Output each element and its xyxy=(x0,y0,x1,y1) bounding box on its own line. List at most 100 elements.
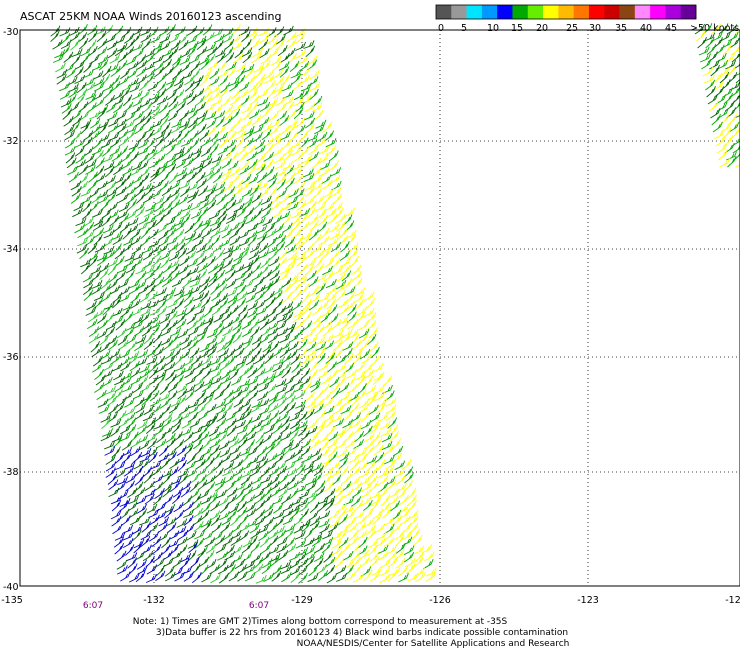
wind-barb xyxy=(282,222,293,233)
wind-barb xyxy=(269,118,281,129)
wind-barb xyxy=(225,480,236,492)
wind-barb xyxy=(249,185,260,197)
wind-barb xyxy=(268,395,278,407)
wind-barb xyxy=(228,438,240,449)
wind-barb xyxy=(216,194,227,206)
wind-barb xyxy=(336,289,346,301)
wind-barb xyxy=(60,39,72,50)
wind-barb xyxy=(275,378,287,388)
wind-barb xyxy=(87,45,98,57)
wind-barb xyxy=(279,265,291,275)
wind-barb xyxy=(206,199,217,211)
wind-barb xyxy=(331,474,342,486)
wind-barb xyxy=(332,329,344,339)
wind-barb xyxy=(271,347,283,358)
wind-barb xyxy=(715,53,727,63)
wind-barb xyxy=(731,52,740,63)
wind-barb xyxy=(315,119,327,129)
wind-barb xyxy=(297,263,308,275)
wind-barb xyxy=(220,369,231,380)
wind-barb xyxy=(124,252,136,262)
wind-barb xyxy=(360,556,370,568)
wind-barb xyxy=(340,474,352,485)
wind-barb xyxy=(111,446,121,458)
wind-barb xyxy=(143,472,154,484)
wind-barb xyxy=(255,500,266,512)
wind-barb xyxy=(132,451,143,464)
wind-barb xyxy=(270,416,281,428)
wind-barb xyxy=(59,90,71,100)
wind-barb xyxy=(221,158,232,169)
colorbar-label: 40 xyxy=(640,23,652,34)
wind-barb xyxy=(293,307,305,318)
wind-barb xyxy=(241,551,253,563)
wind-barb xyxy=(229,235,241,246)
wind-barb xyxy=(269,556,280,567)
wind-barb xyxy=(280,416,291,428)
wind-barb xyxy=(230,385,242,395)
wind-barb xyxy=(291,228,302,239)
wind-barb xyxy=(222,326,233,337)
wind-barb xyxy=(119,292,131,303)
wind-barb xyxy=(273,357,285,367)
wind-barb xyxy=(115,468,126,479)
wind-barb xyxy=(295,49,307,59)
wind-barb xyxy=(96,30,107,43)
wind-barb xyxy=(298,347,308,360)
wind-barb xyxy=(60,33,71,45)
wind-barb xyxy=(205,543,217,554)
wind-barb xyxy=(272,495,283,505)
wind-barb xyxy=(104,385,116,395)
wind-barb xyxy=(105,320,117,331)
wind-barb xyxy=(215,116,225,128)
wind-barb xyxy=(257,180,269,190)
wind-barb xyxy=(116,410,127,422)
wind-barb xyxy=(252,47,264,58)
wind-barb xyxy=(232,179,243,191)
wind-barb xyxy=(169,180,181,190)
wind-barb xyxy=(241,174,252,185)
wind-barb xyxy=(193,313,205,325)
wind-barb xyxy=(126,552,138,562)
wind-barb xyxy=(376,397,388,408)
wind-barb xyxy=(341,270,352,282)
wind-barb xyxy=(280,565,292,575)
wind-barb xyxy=(159,398,170,409)
wind-barb xyxy=(331,539,342,549)
wind-barb xyxy=(268,466,280,477)
wind-barb xyxy=(327,431,339,442)
wind-barb xyxy=(171,138,183,148)
wind-barb xyxy=(254,276,265,288)
wind-barb xyxy=(148,367,159,379)
wind-barb xyxy=(168,33,180,44)
wind-barb xyxy=(144,270,155,281)
wind-barb xyxy=(265,443,276,455)
wind-barb xyxy=(344,207,355,218)
wind-barb xyxy=(336,572,348,582)
wind-barb xyxy=(187,192,198,203)
wind-barb xyxy=(371,431,381,444)
wind-barb xyxy=(94,382,105,393)
wind-barb xyxy=(337,529,348,542)
wind-barb xyxy=(210,89,221,101)
wind-barb xyxy=(374,452,385,464)
wind-barb xyxy=(335,283,346,294)
wind-barb xyxy=(160,109,171,122)
wind-barb xyxy=(303,111,315,121)
wind-barb xyxy=(290,440,301,451)
wind-barb xyxy=(119,432,131,442)
wind-barb xyxy=(322,192,333,205)
wind-barb xyxy=(369,551,379,563)
wind-barb xyxy=(77,228,89,238)
wind-barb xyxy=(303,465,314,477)
wind-barb xyxy=(387,556,398,568)
wind-barb xyxy=(210,500,221,512)
wind-barb xyxy=(277,550,289,561)
wind-barb xyxy=(113,90,124,101)
wind-barb xyxy=(717,149,728,161)
wind-barb xyxy=(165,448,177,458)
colorbar-swatch xyxy=(451,5,467,19)
wind-barb xyxy=(306,55,318,66)
wind-barb xyxy=(203,167,215,178)
wind-barb xyxy=(190,200,202,211)
